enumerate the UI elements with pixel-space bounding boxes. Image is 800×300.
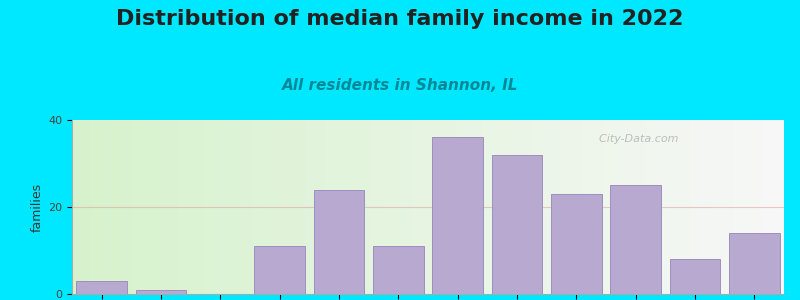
Bar [373, 246, 423, 294]
Bar [670, 259, 720, 294]
Bar [729, 233, 779, 294]
Bar [77, 281, 127, 294]
Text: Distribution of median family income in 2022: Distribution of median family income in … [116, 9, 684, 29]
Bar [551, 194, 602, 294]
Text: All residents in Shannon, IL: All residents in Shannon, IL [282, 78, 518, 93]
Bar [136, 290, 186, 294]
Bar [254, 246, 305, 294]
Text: City-Data.com: City-Data.com [592, 134, 678, 144]
Bar [492, 155, 542, 294]
Bar [433, 137, 483, 294]
Bar [610, 185, 661, 294]
Y-axis label: families: families [31, 182, 44, 232]
Bar [314, 190, 364, 294]
